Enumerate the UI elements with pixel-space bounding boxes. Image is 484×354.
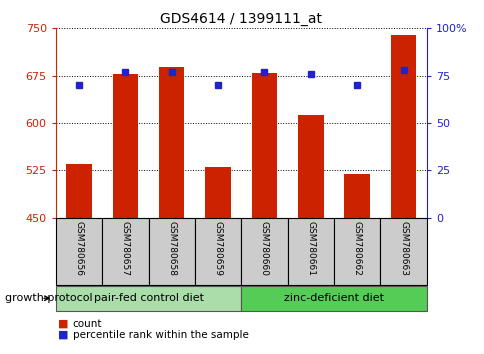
Text: GSM780661: GSM780661 <box>306 221 315 276</box>
Bar <box>379 218 426 285</box>
Text: ■: ■ <box>58 319 69 329</box>
Bar <box>148 218 195 285</box>
Bar <box>112 74 138 218</box>
Text: GSM780657: GSM780657 <box>121 221 130 276</box>
Text: pair-fed control diet: pair-fed control diet <box>93 293 203 303</box>
Bar <box>241 285 426 311</box>
Text: zinc-deficient diet: zinc-deficient diet <box>284 293 383 303</box>
Text: GSM780660: GSM780660 <box>259 221 269 276</box>
Bar <box>195 218 241 285</box>
Text: GSM780658: GSM780658 <box>167 221 176 276</box>
Bar <box>298 115 323 218</box>
Bar <box>333 218 379 285</box>
Text: GSM780656: GSM780656 <box>75 221 83 276</box>
Text: GSM780659: GSM780659 <box>213 221 222 276</box>
Text: growth protocol: growth protocol <box>5 293 92 303</box>
Title: GDS4614 / 1399111_at: GDS4614 / 1399111_at <box>160 12 322 26</box>
Bar <box>205 167 230 218</box>
Bar <box>390 35 415 218</box>
Bar <box>159 68 184 218</box>
Bar <box>56 218 102 285</box>
Text: GSM780662: GSM780662 <box>352 221 361 276</box>
Bar <box>287 218 333 285</box>
Bar <box>56 285 241 311</box>
Bar <box>251 73 277 218</box>
Bar <box>102 218 148 285</box>
Bar <box>241 218 287 285</box>
Bar <box>344 173 369 218</box>
Text: ■: ■ <box>58 330 69 339</box>
Text: percentile rank within the sample: percentile rank within the sample <box>73 330 248 339</box>
Bar <box>66 164 91 218</box>
Text: count: count <box>73 319 102 329</box>
Text: GSM780663: GSM780663 <box>398 221 407 276</box>
